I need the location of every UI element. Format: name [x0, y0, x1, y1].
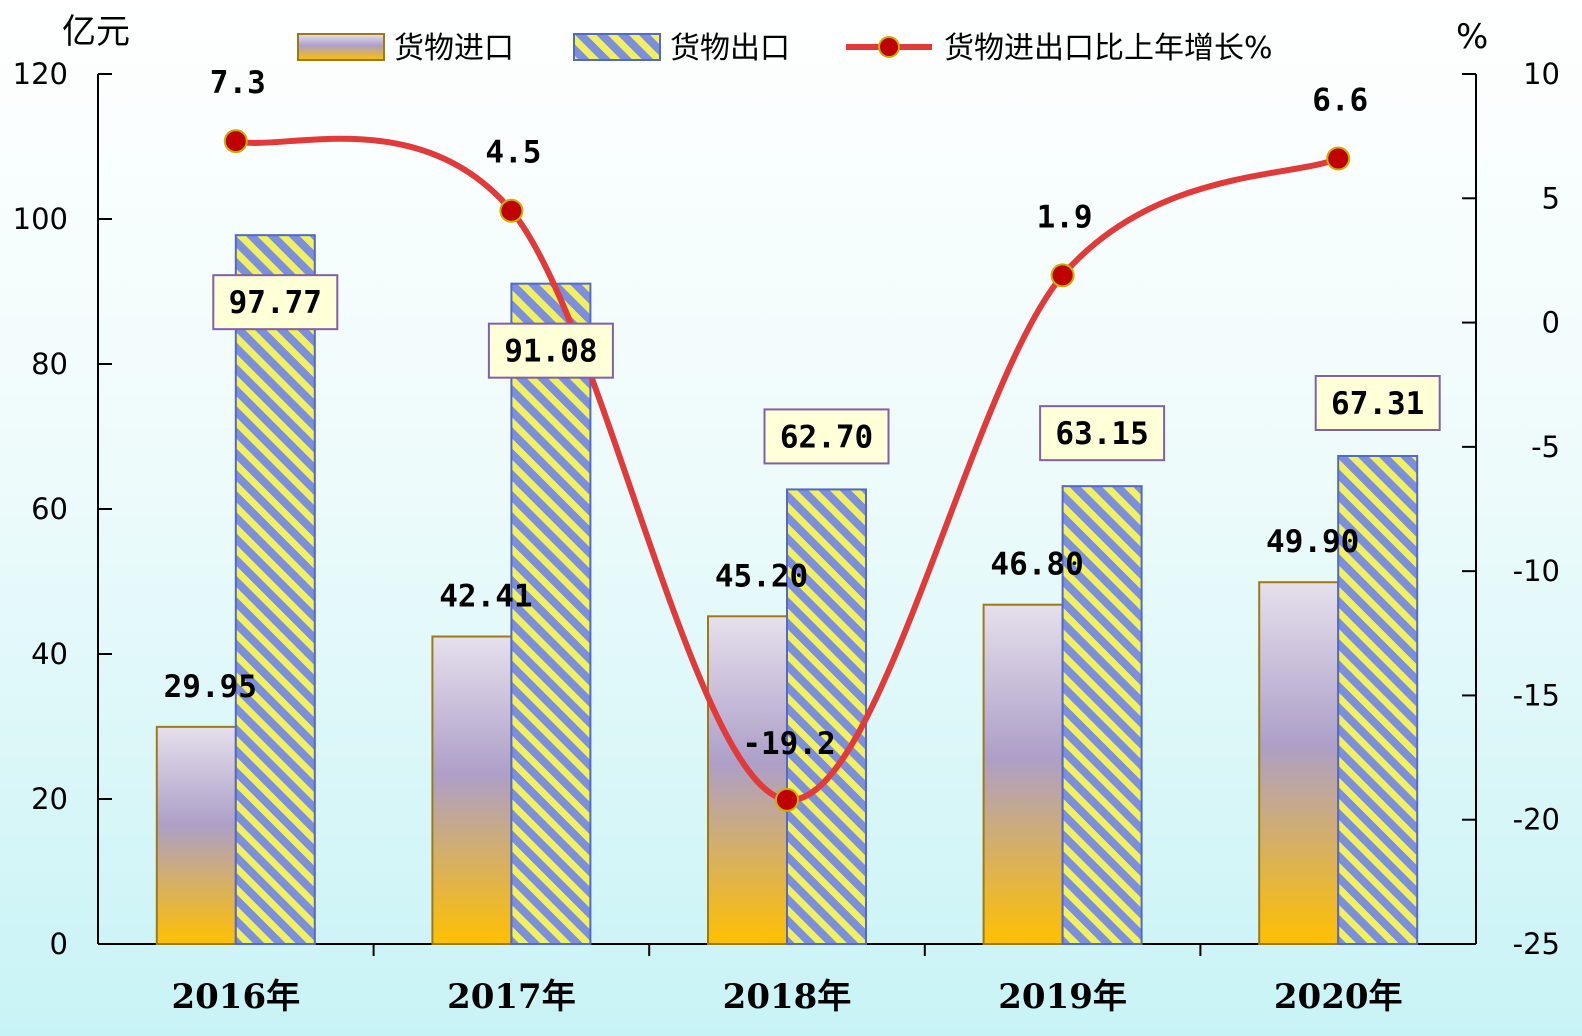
- legend-swatch-growth-marker: [878, 36, 900, 58]
- right-axis-unit: %: [1456, 17, 1488, 57]
- left-axis-tick-label: 80: [31, 347, 68, 381]
- growth-line-series: [223, 129, 1351, 812]
- data-label-import: 46.80: [990, 547, 1083, 583]
- bar-export: [786, 488, 867, 945]
- bar-import: [1258, 581, 1340, 945]
- left-axis: 0 20 40 60 80 100 120: [13, 57, 112, 961]
- bar-import: [431, 635, 513, 946]
- data-labels: 29.95 42.41 45.20 46.80 49.90 97.77 91.08 62.70…: [164, 65, 1441, 762]
- left-axis-tick-label: 0: [50, 927, 68, 961]
- data-label-export: 63.15: [1055, 416, 1148, 452]
- legend-label-import: 货物进口: [394, 31, 514, 66]
- growth-point: [1050, 263, 1075, 288]
- left-axis-tick-label: 20: [31, 782, 68, 816]
- right-axis-tick-label: -15: [1513, 678, 1560, 712]
- left-axis-tick-label: 60: [31, 492, 68, 526]
- data-label-growth: -19.2: [742, 726, 835, 762]
- x-axis: 2016年 2017年 2018年 2019年 2020年: [98, 943, 1476, 1017]
- data-label-export-box: [487, 322, 614, 379]
- data-label-export: 97.77: [229, 285, 322, 321]
- right-axis: -25 -20 -15 -10 -5 0 5 10: [1462, 57, 1560, 961]
- data-label-import: 45.20: [715, 558, 808, 594]
- growth-point: [223, 129, 248, 154]
- left-axis-tick-label: 40: [31, 637, 68, 671]
- growth-point: [499, 198, 524, 223]
- left-axis-tick-label: 100: [13, 202, 68, 236]
- x-axis-category-label: 2017年: [447, 977, 576, 1017]
- data-label-export-box: [1039, 405, 1166, 462]
- legend-label-growth: 货物进出口比上年增长%: [944, 31, 1273, 66]
- data-label-growth: 7.3: [210, 65, 266, 101]
- data-label-import: 42.41: [439, 579, 532, 615]
- bar-export: [234, 234, 316, 946]
- right-axis-tick-label: 0: [1542, 306, 1560, 340]
- legend-swatch-import: [297, 33, 385, 61]
- data-label-export-box: [212, 274, 339, 331]
- right-axis-tick-label: 10: [1523, 57, 1560, 91]
- legend: 货物进口 货物出口 货物进出口比上年增长%: [297, 31, 1273, 66]
- bar-import: [707, 615, 788, 945]
- bar-import: [155, 725, 237, 945]
- legend-swatch-export: [573, 33, 661, 61]
- data-label-export: 91.08: [504, 334, 597, 370]
- data-label-import: 29.95: [164, 669, 257, 705]
- growth-point: [1326, 146, 1351, 171]
- data-label-export-box: [763, 408, 890, 465]
- bar-export: [1061, 485, 1143, 945]
- bars: [155, 234, 1419, 946]
- bar-import: [982, 603, 1064, 945]
- right-axis-tick-label: -10: [1513, 554, 1560, 588]
- data-label-growth: 4.5: [485, 135, 541, 171]
- left-axis-unit: 亿元: [62, 12, 130, 52]
- bar-export: [1337, 455, 1419, 945]
- legend-label-export: 货物出口: [670, 31, 790, 66]
- right-axis-tick-label: 5: [1542, 181, 1560, 215]
- data-label-export: 62.70: [780, 419, 873, 455]
- data-label-growth: 6.6: [1312, 83, 1368, 119]
- growth-point: [775, 787, 799, 812]
- x-axis-category-label: 2020年: [1274, 977, 1403, 1017]
- left-axis-tick-label: 120: [13, 57, 68, 91]
- data-label-growth: 1.9: [1037, 199, 1093, 235]
- bar-export: [510, 282, 592, 946]
- x-axis-category-label: 2019年: [998, 977, 1127, 1017]
- x-axis-category-label: 2016年: [171, 977, 300, 1017]
- right-axis-tick-label: -25: [1513, 927, 1560, 961]
- right-axis-tick-label: -20: [1513, 803, 1560, 837]
- right-axis-tick-label: -5: [1531, 430, 1560, 464]
- data-label-export: 67.31: [1331, 386, 1424, 422]
- data-label-import: 49.90: [1266, 524, 1359, 560]
- data-label-export-box: [1314, 375, 1441, 432]
- x-axis-category-label: 2018年: [723, 977, 852, 1017]
